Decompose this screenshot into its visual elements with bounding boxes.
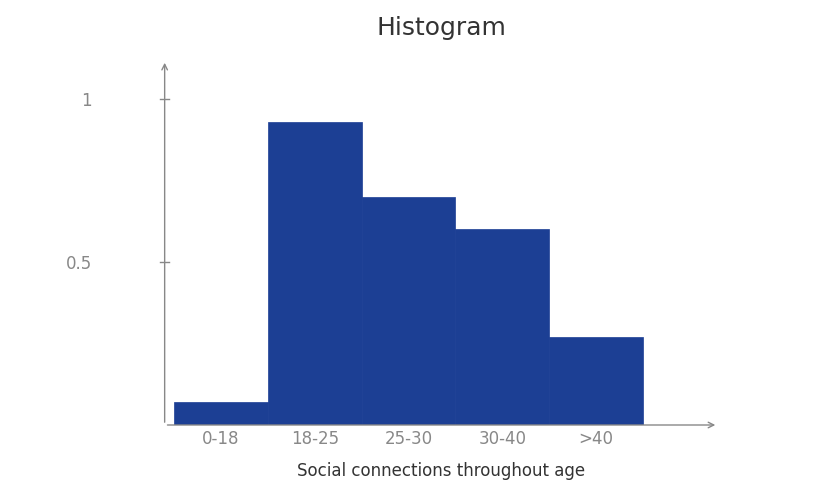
Title: Histogram: Histogram: [376, 16, 507, 40]
Bar: [174, 402, 268, 425]
Bar: [455, 230, 549, 425]
Bar: [268, 122, 361, 425]
Bar: [549, 337, 643, 425]
Bar: [361, 197, 455, 425]
X-axis label: Social connections throughout age: Social connections throughout age: [297, 462, 586, 480]
